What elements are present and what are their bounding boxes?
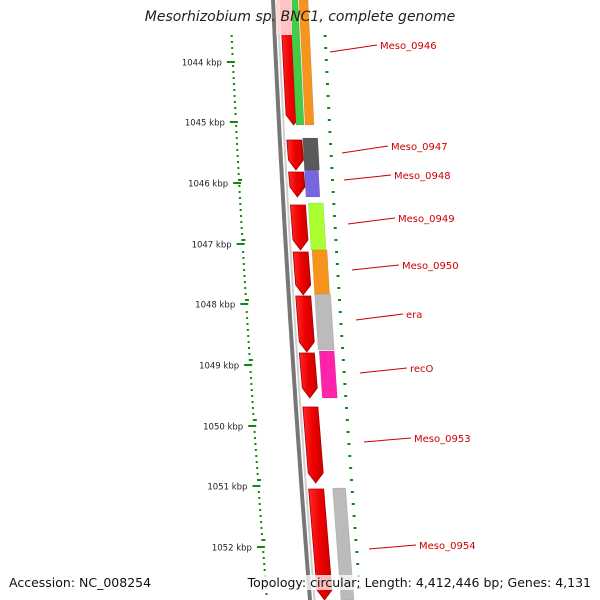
gene-label: Meso_0950 <box>402 261 459 272</box>
gene-color-box <box>307 202 327 251</box>
genome-summary-text: Topology: circular; Length: 4,412,446 bp… <box>246 575 592 590</box>
gene-color-box <box>318 350 338 399</box>
label-leader-line <box>359 367 408 374</box>
label-layer: Meso_0946 Meso_0947 Meso_0948 Meso_0949 Meso… <box>329 41 476 552</box>
gene-color-box <box>304 169 321 198</box>
kbp-tick-label: 1048 kbp <box>195 301 235 311</box>
gene-label: Meso_0949 <box>398 214 455 225</box>
feature-layer <box>276 0 355 600</box>
accession-text: Accession: NC_008254 <box>8 575 153 590</box>
gene-label: Meso_0954 <box>419 541 476 552</box>
gene-label: era <box>406 310 422 321</box>
gene-label: recO <box>410 364 434 375</box>
cds-arrow <box>308 488 333 600</box>
highlight-band <box>276 0 292 35</box>
label-leader-line <box>368 544 417 550</box>
kbp-tick-label: 1045 kbp <box>185 119 225 129</box>
cds-arrow <box>289 204 309 251</box>
gene-color-box <box>298 0 315 126</box>
cds-arrow <box>288 171 306 198</box>
gene-label: Meso_0953 <box>414 434 471 445</box>
kbp-tick-label: 1050 kbp <box>203 423 243 433</box>
cds-arrow <box>298 352 318 399</box>
label-leader-line <box>347 217 396 225</box>
map-title: Mesorhizobium sp. BNC1, complete genome <box>144 9 456 25</box>
cds-arrow <box>302 406 324 484</box>
kbp-tick-label: 1052 kbp <box>212 544 252 554</box>
label-leader-line <box>329 44 378 53</box>
gene-color-box <box>289 0 305 126</box>
label-leader-line <box>343 174 392 181</box>
gene-label: Meso_0946 <box>380 41 437 52</box>
backbone-shadow <box>276 0 316 600</box>
kbp-tick-label: 1049 kbp <box>199 362 239 372</box>
gene-label: Meso_0948 <box>394 171 451 182</box>
gene-color-box <box>332 487 355 600</box>
kbp-tick-label: 1046 kbp <box>188 180 228 190</box>
kbp-tick-label: 1044 kbp <box>182 59 222 69</box>
backbone-line <box>271 0 312 600</box>
gene-color-box <box>302 137 320 171</box>
cds-arrow <box>292 251 312 296</box>
ruler-layer: 1044 kbp 1045 kbp 1046 kbp 1047 kbp 1048 kbp… <box>182 35 362 595</box>
gene-color-box <box>311 249 331 296</box>
cds-arrow <box>295 295 315 353</box>
label-leader-line <box>341 145 389 154</box>
gene-label: Meso_0947 <box>391 142 448 153</box>
label-leader-line <box>351 264 400 271</box>
cds-arrow <box>286 139 304 171</box>
label-leader-line <box>355 313 404 321</box>
kbp-tick-label: 1051 kbp <box>207 483 247 493</box>
label-leader-line <box>363 437 412 443</box>
backbone-layer <box>271 0 316 600</box>
kbp-tick-label: 1047 kbp <box>192 241 232 251</box>
gene-color-box <box>314 293 335 351</box>
